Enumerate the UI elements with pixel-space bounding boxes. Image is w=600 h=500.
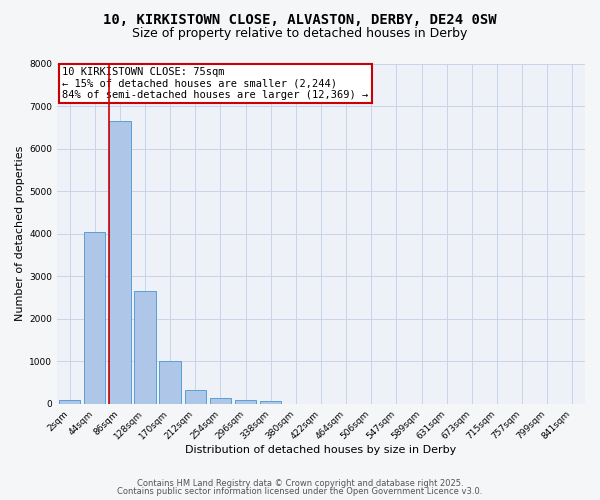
Bar xyxy=(160,362,181,404)
Bar xyxy=(210,398,231,404)
Bar xyxy=(134,291,156,404)
Y-axis label: Number of detached properties: Number of detached properties xyxy=(15,146,25,322)
Text: 10, KIRKISTOWN CLOSE, ALVASTON, DERBY, DE24 0SW: 10, KIRKISTOWN CLOSE, ALVASTON, DERBY, D… xyxy=(103,12,497,26)
Bar xyxy=(260,401,281,404)
Text: Contains HM Land Registry data © Crown copyright and database right 2025.: Contains HM Land Registry data © Crown c… xyxy=(137,478,463,488)
Text: 10 KIRKISTOWN CLOSE: 75sqm
← 15% of detached houses are smaller (2,244)
84% of s: 10 KIRKISTOWN CLOSE: 75sqm ← 15% of deta… xyxy=(62,67,368,100)
X-axis label: Distribution of detached houses by size in Derby: Distribution of detached houses by size … xyxy=(185,445,457,455)
Bar xyxy=(185,390,206,404)
Text: Contains public sector information licensed under the Open Government Licence v3: Contains public sector information licen… xyxy=(118,487,482,496)
Bar xyxy=(84,232,106,404)
Bar xyxy=(235,400,256,404)
Bar xyxy=(109,121,131,404)
Bar xyxy=(59,400,80,404)
Text: Size of property relative to detached houses in Derby: Size of property relative to detached ho… xyxy=(133,28,467,40)
